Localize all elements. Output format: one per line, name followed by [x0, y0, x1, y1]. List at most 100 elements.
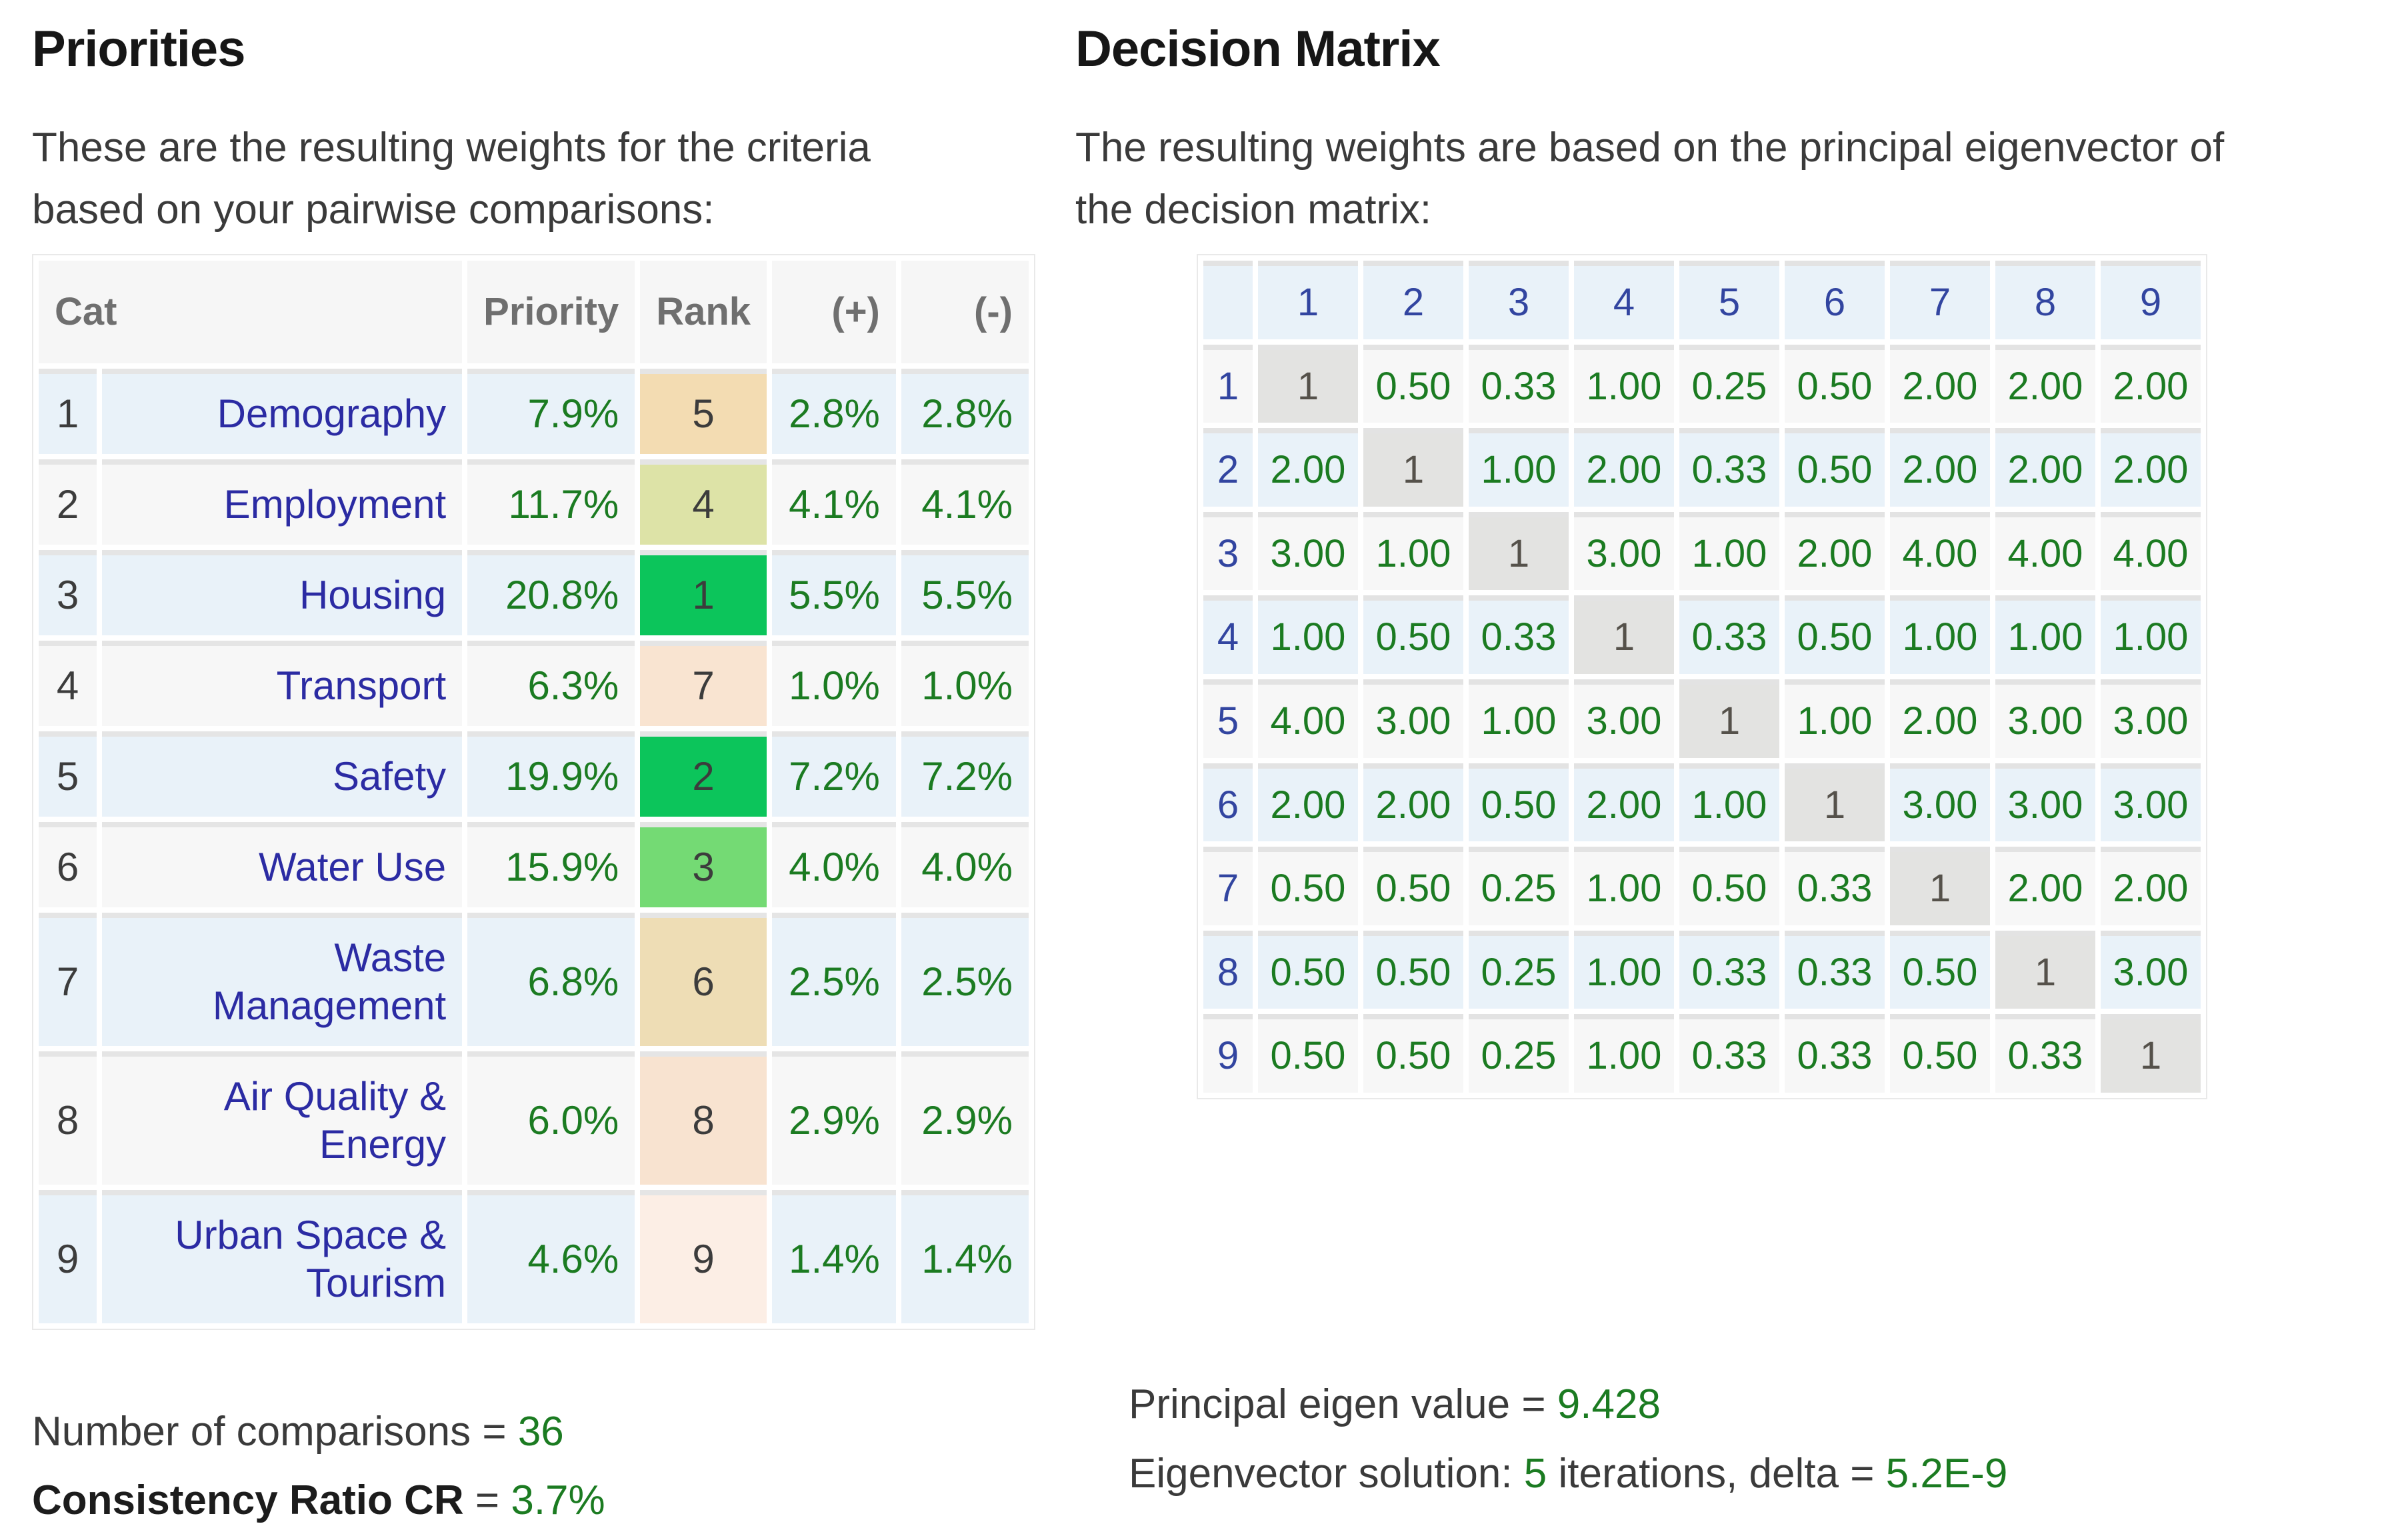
minus-cell: 4.1% [901, 459, 1029, 545]
matrix-cell: 0.50 [1890, 1014, 1990, 1093]
eigenvector-stat: Eigenvector solution: 5 iterations, delt… [1129, 1451, 2008, 1497]
matrix-row: 4 1.00 0.50 0.33 1 0.33 0.50 1.00 1.00 1.00 [1203, 595, 2201, 674]
matrix-cell: 0.33 [1679, 428, 1779, 507]
matrix-cell: 0.50 [1363, 930, 1463, 1009]
matrix-cell: 0.50 [1363, 1014, 1463, 1093]
matrix-cell: 2.00 [1995, 428, 2095, 507]
header-priority: Priority [467, 261, 635, 363]
matrix-cell: 3.00 [2101, 930, 2201, 1009]
matrix-corner-cell [1203, 261, 1253, 339]
category-cell: Demography [102, 368, 463, 454]
plus-cell: 1.0% [772, 640, 896, 726]
rank-cell: 2 [640, 731, 767, 817]
category-cell: Waste Management [102, 912, 463, 1046]
matrix-cell: 0.25 [1469, 930, 1569, 1009]
category-cell: Air Quality & Energy [102, 1051, 463, 1185]
plus-cell: 2.5% [772, 912, 896, 1046]
matrix-cell: 2.00 [1890, 344, 1990, 423]
matrix-cell: 1.00 [1574, 847, 1674, 925]
priorities-header-row: Cat Priority Rank (+) (-) [39, 261, 1029, 363]
matrix-cell: 0.25 [1469, 1014, 1569, 1093]
matrix-diagonal-cell: 1 [1258, 344, 1358, 423]
matrix-row: 5 4.00 3.00 1.00 3.00 1 1.00 2.00 3.00 3.00 [1203, 679, 2201, 758]
matrix-cell: 1.00 [1469, 679, 1569, 758]
plus-cell: 1.4% [772, 1189, 896, 1323]
matrix-diagonal-cell: 1 [1679, 679, 1779, 758]
matrix-cell: 0.50 [1363, 847, 1463, 925]
matrix-cell: 3.00 [1258, 511, 1358, 591]
matrix-cell: 2.00 [2101, 428, 2201, 507]
row-number-cell: 5 [39, 731, 97, 817]
rank-cell: 8 [640, 1051, 767, 1185]
matrix-diagonal-cell: 1 [1363, 428, 1463, 507]
matrix-col-header: 5 [1679, 261, 1779, 339]
priority-cell: 7.9% [467, 368, 635, 454]
matrix-cell: 4.00 [1890, 511, 1990, 591]
priority-row: 9 Urban Space & Tourism 4.6% 9 1.4% 1.4% [39, 1189, 1029, 1323]
row-number-cell: 4 [39, 640, 97, 726]
priority-cell: 19.9% [467, 731, 635, 817]
category-cell: Transport [102, 640, 463, 726]
priority-row: 6 Water Use 15.9% 3 4.0% 4.0% [39, 821, 1029, 907]
header-cat: Cat [39, 261, 463, 363]
matrix-cell: 0.33 [1679, 930, 1779, 1009]
plus-cell: 5.5% [772, 549, 896, 635]
category-cell: Water Use [102, 821, 463, 907]
matrix-cell: 2.00 [1890, 428, 1990, 507]
matrix-cell: 1.00 [1469, 428, 1569, 507]
matrix-diagonal-cell: 1 [1995, 930, 2095, 1009]
matrix-cell: 0.33 [1469, 595, 1569, 674]
matrix-cell: 2.00 [1995, 344, 2095, 423]
matrix-row: 6 2.00 2.00 0.50 2.00 1.00 1 3.00 3.00 3.00 [1203, 763, 2201, 842]
category-cell: Safety [102, 731, 463, 817]
matrix-cell: 2.00 [1785, 511, 1885, 591]
priority-cell: 11.7% [467, 459, 635, 545]
matrix-row-label: 9 [1203, 1014, 1253, 1093]
matrix-cell: 3.00 [1574, 511, 1674, 591]
matrix-cell: 0.50 [1258, 1014, 1358, 1093]
matrix-row: 1 1 0.50 0.33 1.00 0.25 0.50 2.00 2.00 2.00 [1203, 344, 2201, 423]
rank-cell: 6 [640, 912, 767, 1046]
matrix-diagonal-cell: 1 [1469, 511, 1569, 591]
matrix-cell: 0.50 [1785, 428, 1885, 507]
matrix-row-label: 2 [1203, 428, 1253, 507]
matrix-cell: 0.50 [1679, 847, 1779, 925]
row-number-cell: 8 [39, 1051, 97, 1185]
decision-matrix-title: Decision Matrix [1075, 21, 1441, 77]
priority-cell: 4.6% [467, 1189, 635, 1323]
matrix-cell: 2.00 [1574, 428, 1674, 507]
priority-row: 2 Employment 11.7% 4 4.1% 4.1% [39, 459, 1029, 545]
minus-cell: 5.5% [901, 549, 1029, 635]
consistency-ratio-stat: Consistency Ratio CR = 3.7% [32, 1477, 605, 1524]
matrix-diagonal-cell: 1 [1574, 595, 1674, 674]
matrix-cell: 0.33 [1785, 847, 1885, 925]
minus-cell: 2.9% [901, 1051, 1029, 1185]
matrix-cell: 2.00 [1363, 763, 1463, 842]
header-plus: (+) [772, 261, 896, 363]
matrix-cell: 2.00 [1258, 428, 1358, 507]
minus-cell: 2.5% [901, 912, 1029, 1046]
matrix-cell: 2.00 [2101, 847, 2201, 925]
priorities-table: Cat Priority Rank (+) (-) 1 Demography 7.9… [32, 254, 1035, 1330]
matrix-cell: 0.50 [1363, 595, 1463, 674]
rank-cell: 9 [640, 1189, 767, 1323]
matrix-cell: 2.00 [1995, 847, 2095, 925]
plus-cell: 2.9% [772, 1051, 896, 1185]
priority-cell: 20.8% [467, 549, 635, 635]
matrix-cell: 1.00 [2101, 595, 2201, 674]
minus-cell: 1.4% [901, 1189, 1029, 1323]
matrix-cell: 0.33 [1785, 1014, 1885, 1093]
matrix-cell: 4.00 [1258, 679, 1358, 758]
priority-cell: 6.8% [467, 912, 635, 1046]
plus-cell: 4.1% [772, 459, 896, 545]
header-minus: (-) [901, 261, 1029, 363]
matrix-cell: 0.50 [1785, 595, 1885, 674]
matrix-row: 9 0.50 0.50 0.25 1.00 0.33 0.33 0.50 0.33 1 [1203, 1014, 2201, 1093]
matrix-col-header: 2 [1363, 261, 1463, 339]
matrix-body: 1 1 0.50 0.33 1.00 0.25 0.50 2.00 2.00 2.00 2 2.00 1… [1203, 344, 2201, 1093]
matrix-row-label: 1 [1203, 344, 1253, 423]
matrix-col-header: 6 [1785, 261, 1885, 339]
priority-cell: 15.9% [467, 821, 635, 907]
matrix-cell: 1.00 [1574, 344, 1674, 423]
